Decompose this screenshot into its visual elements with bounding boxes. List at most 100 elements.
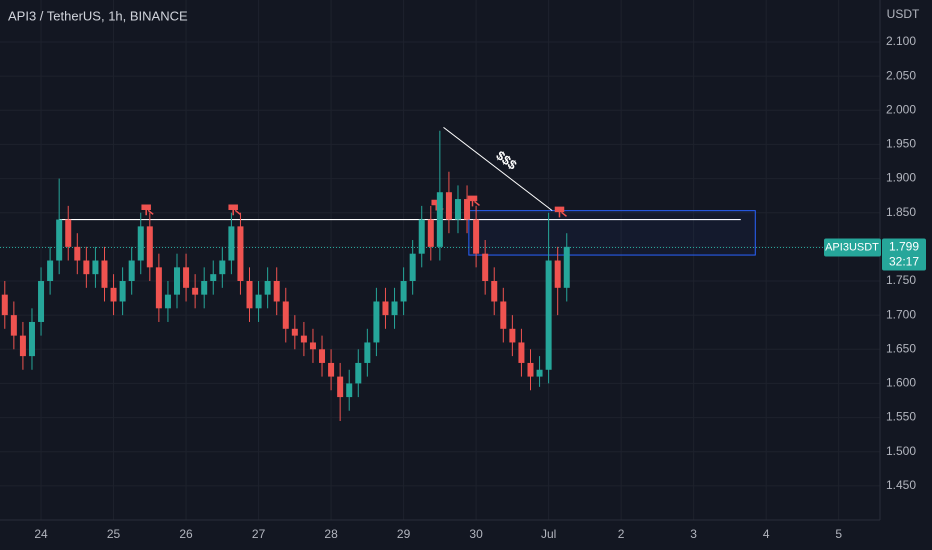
x-tick-label: 2 xyxy=(618,527,625,541)
candle-body xyxy=(174,267,181,295)
candle-body xyxy=(291,328,298,336)
candle-body xyxy=(101,260,108,288)
candle-body xyxy=(554,260,561,288)
candle-body xyxy=(228,226,235,261)
trend-line xyxy=(443,126,553,212)
candle-body xyxy=(427,219,434,247)
candle-body xyxy=(137,226,144,261)
x-tick-label: Jul xyxy=(541,527,556,541)
x-tick-label: 5 xyxy=(835,527,842,541)
y-tick-label: 1.450 xyxy=(886,478,916,492)
candle-body xyxy=(28,321,35,357)
candle-body xyxy=(373,301,380,343)
marker-icon xyxy=(141,204,154,216)
candle-body xyxy=(309,342,316,350)
candle-body xyxy=(382,301,389,316)
candle-body xyxy=(527,362,534,377)
candle-body xyxy=(482,253,489,281)
candle-body xyxy=(74,246,81,261)
candle-body xyxy=(47,260,54,281)
candle-body xyxy=(436,192,443,247)
candle-body xyxy=(364,342,371,363)
candle-body xyxy=(119,280,126,302)
x-tick-label: 27 xyxy=(252,527,266,541)
candle-body xyxy=(409,253,416,281)
marker-icon xyxy=(228,204,241,216)
y-tick-label: 1.650 xyxy=(886,341,916,355)
countdown-label: 32:17 xyxy=(889,255,919,269)
candle-body xyxy=(454,199,461,220)
candle-body xyxy=(319,349,326,363)
x-tick-label: 25 xyxy=(107,527,121,541)
candle-body xyxy=(509,328,516,343)
candle-body xyxy=(337,376,344,398)
candle-body xyxy=(545,260,552,370)
candle-body xyxy=(246,280,253,309)
y-tick-label: 1.550 xyxy=(886,410,916,424)
candle-body xyxy=(273,280,280,302)
candle-body xyxy=(400,280,407,302)
candle-body xyxy=(328,362,335,377)
zone-box xyxy=(468,210,756,256)
y-tick-label: 1.600 xyxy=(886,376,916,390)
candle-body xyxy=(83,260,90,275)
candle-body xyxy=(464,199,471,220)
chart-title: API3 / TetherUS, 1h, BINANCE xyxy=(8,8,188,23)
candle-body xyxy=(536,369,543,377)
x-tick-label: 28 xyxy=(324,527,338,541)
candle-body xyxy=(155,267,162,309)
candle-body xyxy=(418,219,425,254)
x-tick-label: 4 xyxy=(763,527,770,541)
candle-body xyxy=(201,280,208,295)
last-price-label: 1.799 xyxy=(889,240,919,254)
candle-body xyxy=(146,226,153,268)
candle-body xyxy=(473,219,480,254)
candle-body xyxy=(192,287,199,295)
y-tick-label: 2.050 xyxy=(886,68,916,82)
candle-body xyxy=(255,294,262,309)
y-tick-label: 1.750 xyxy=(886,273,916,287)
x-tick-label: 3 xyxy=(690,527,697,541)
candle-body xyxy=(264,280,271,295)
candle-body xyxy=(445,192,452,220)
drawings: $$$ xyxy=(0,126,880,256)
y-tick-label: 1.850 xyxy=(886,205,916,219)
price-badge xyxy=(882,238,926,271)
y-axis-label: USDT xyxy=(887,7,920,21)
candle-body xyxy=(282,301,289,329)
candle-body xyxy=(38,280,45,322)
symbol-label: API3USDT xyxy=(825,241,879,253)
candle-body xyxy=(391,301,398,316)
candle-body xyxy=(1,294,8,316)
x-tick-label: 29 xyxy=(397,527,411,541)
y-tick-label: 2.100 xyxy=(886,34,916,48)
axes: 2.1002.0502.0001.9501.9001.8501.8001.750… xyxy=(34,34,926,541)
candle-body xyxy=(128,260,135,281)
y-tick-label: 1.700 xyxy=(886,307,916,321)
candle-body xyxy=(92,260,99,275)
candle-body xyxy=(219,260,226,275)
candle-body xyxy=(518,342,525,363)
candle-body xyxy=(563,246,570,288)
candle-body xyxy=(56,219,63,261)
candle-body xyxy=(183,267,190,288)
candles xyxy=(1,130,570,421)
x-tick-label: 26 xyxy=(179,527,193,541)
candle-body xyxy=(19,335,26,357)
candle-body xyxy=(10,315,17,336)
candle-body xyxy=(210,274,217,281)
candle-body xyxy=(110,287,117,302)
candle-body xyxy=(300,335,307,343)
candle-body xyxy=(237,226,244,281)
x-tick-label: 30 xyxy=(469,527,483,541)
y-tick-label: 1.950 xyxy=(886,137,916,151)
y-tick-label: 2.000 xyxy=(886,102,916,116)
candle-body xyxy=(500,301,507,329)
symbol-badge xyxy=(824,238,881,257)
marker-icon xyxy=(554,206,567,218)
candle-body xyxy=(164,294,171,309)
y-tick-label: 1.900 xyxy=(886,171,916,185)
candle-body xyxy=(355,362,362,384)
candle-body xyxy=(65,219,72,247)
